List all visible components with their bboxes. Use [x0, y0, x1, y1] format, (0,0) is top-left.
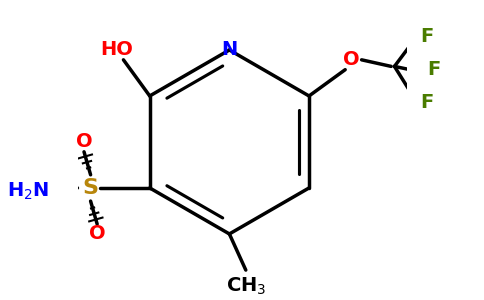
Text: HO: HO — [101, 40, 133, 59]
Text: S: S — [83, 178, 99, 198]
Text: O: O — [76, 133, 92, 152]
Text: O: O — [344, 50, 360, 69]
Text: O: O — [89, 224, 106, 243]
Text: CH$_3$: CH$_3$ — [226, 276, 266, 297]
Text: N: N — [221, 40, 238, 59]
Text: H$_2$N: H$_2$N — [7, 181, 49, 202]
Text: F: F — [421, 93, 434, 112]
Text: F: F — [427, 60, 440, 79]
Text: F: F — [421, 27, 434, 46]
